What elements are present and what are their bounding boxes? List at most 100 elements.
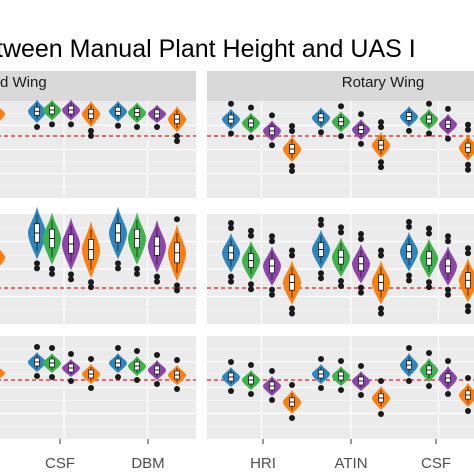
x-tick-label: CSF (421, 455, 451, 472)
outlier-point (115, 345, 121, 351)
outlier-point (406, 345, 412, 351)
outlier-point (228, 279, 234, 285)
outlier-point (358, 290, 364, 296)
x-tick-label: CSF (45, 455, 75, 472)
outlier-point (174, 287, 180, 293)
outlier-point (115, 123, 121, 129)
outlier-point (318, 275, 324, 281)
outlier-point (426, 284, 432, 290)
outlier-point (338, 133, 344, 139)
outlier-point (378, 378, 384, 384)
outlier-point (445, 391, 451, 397)
outlier-point (338, 283, 344, 289)
outlier-point (465, 375, 471, 381)
outlier-point (378, 248, 384, 254)
outlier-point (88, 284, 94, 290)
outlier-point (358, 392, 364, 398)
outlier-point (228, 359, 234, 365)
x-tick-label: DBM (131, 455, 164, 472)
outlier-point (49, 121, 55, 127)
outlier-point (378, 164, 384, 170)
outlier-point (228, 131, 234, 137)
outlier-point (406, 219, 412, 225)
outlier-point (378, 119, 384, 125)
outlier-point (406, 278, 412, 284)
outlier-point (465, 308, 471, 314)
outlier-point (338, 224, 344, 230)
outlier-point (289, 248, 295, 254)
outlier-point (426, 226, 432, 232)
outlier-point (318, 385, 324, 391)
outlier-point (445, 136, 451, 142)
outlier-point (134, 348, 140, 354)
outlier-point (465, 167, 471, 173)
outlier-point (248, 134, 254, 140)
outlier-point (115, 265, 121, 271)
panels-layer (0, 71, 474, 439)
outlier-point (174, 357, 180, 363)
outlier-point (154, 279, 160, 285)
outlier-point (445, 106, 451, 112)
outlier-point (358, 231, 364, 237)
outlier-point (68, 121, 74, 127)
outlier-point (68, 276, 74, 282)
outlier-point (88, 385, 94, 391)
outlier-point (289, 311, 295, 317)
strip-rotary-wing (207, 71, 474, 101)
outlier-point (338, 358, 344, 364)
outlier-point (134, 271, 140, 277)
x-tick-layer: CSF DBM HRI ATIN CSF (45, 439, 451, 472)
outlier-point (378, 311, 384, 317)
outlier-point (68, 378, 74, 384)
outlier-point (154, 124, 160, 130)
outlier-point (465, 245, 471, 251)
outlier-point (426, 383, 432, 389)
outlier-point (289, 168, 295, 174)
outlier-point (269, 292, 275, 298)
outlier-point (174, 386, 180, 392)
outlier-point (338, 387, 344, 393)
outlier-point (248, 105, 254, 111)
outlier-point (426, 101, 432, 107)
outlier-point (174, 216, 180, 222)
outlier-point (134, 124, 140, 130)
outlier-point (406, 378, 412, 384)
outlier-point (289, 123, 295, 129)
outlier-point (154, 381, 160, 387)
outlier-point (68, 351, 74, 357)
outlier-point (34, 124, 40, 130)
outlier-point (134, 377, 140, 383)
strip-label-fixed-wing: d Wing (0, 74, 47, 91)
outlier-point (228, 101, 234, 107)
outlier-point (269, 112, 275, 118)
outlier-point (338, 103, 344, 109)
outlier-point (445, 233, 451, 239)
strip-label-rotary-wing: Rotary Wing (342, 74, 425, 91)
outlier-point (115, 374, 121, 380)
chart-title: tween Manual Plant Height and UAS I (0, 35, 416, 63)
outlier-point (228, 220, 234, 226)
outlier-point (248, 362, 254, 368)
outlier-point (358, 141, 364, 147)
outlier-point (34, 373, 40, 379)
outlier-point (465, 408, 471, 414)
outlier-point (248, 286, 254, 292)
outlier-point (228, 388, 234, 394)
outlier-point (406, 128, 412, 134)
outlier-point (426, 131, 432, 137)
outlier-point (88, 133, 94, 139)
outlier-point (34, 344, 40, 350)
outlier-point (318, 356, 324, 362)
outlier-point (465, 122, 471, 128)
outlier-point (445, 358, 451, 364)
outlier-point (289, 415, 295, 421)
x-tick-label: HRI (250, 455, 276, 472)
outlier-point (269, 368, 275, 374)
outlier-point (49, 271, 55, 277)
outlier-point (34, 265, 40, 271)
outlier-point (49, 374, 55, 380)
x-tick-label: ATIN (334, 455, 367, 472)
outlier-point (358, 363, 364, 369)
outlier-point (289, 382, 295, 388)
